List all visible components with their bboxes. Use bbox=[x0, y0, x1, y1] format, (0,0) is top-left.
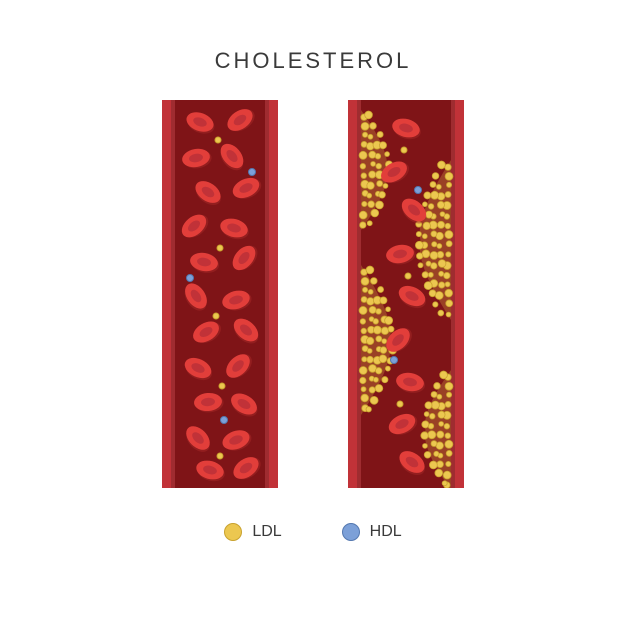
ldl-swatch-icon bbox=[224, 523, 242, 541]
legend-item-hdl: HDL bbox=[342, 523, 402, 541]
page-title: CHOLESTEROL bbox=[215, 48, 412, 74]
vessel-comparison bbox=[162, 100, 464, 493]
legend: LDL HDL bbox=[224, 523, 401, 541]
clogged-vessel bbox=[348, 100, 464, 493]
hdl-swatch-icon bbox=[342, 523, 360, 541]
legend-item-ldl: LDL bbox=[224, 523, 281, 541]
healthy-vessel bbox=[162, 100, 278, 493]
legend-label-ldl: LDL bbox=[252, 523, 281, 541]
legend-label-hdl: HDL bbox=[370, 523, 402, 541]
